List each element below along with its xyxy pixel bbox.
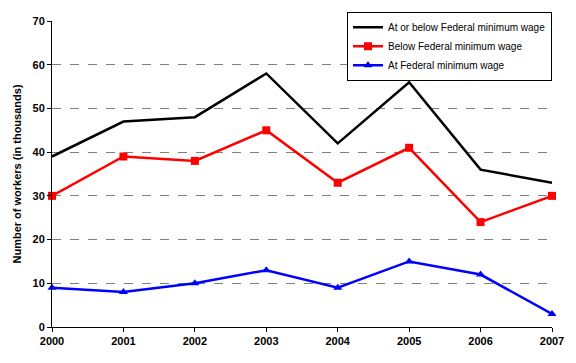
- svg-text:At Federal minimum wage: At Federal minimum wage: [388, 60, 505, 71]
- svg-text:2001: 2001: [111, 335, 135, 347]
- svg-text:2004: 2004: [325, 335, 350, 347]
- svg-text:50: 50: [33, 102, 45, 114]
- svg-text:At or below Federal minimum wa: At or below Federal minimum wage: [388, 22, 545, 33]
- svg-text:0: 0: [39, 321, 45, 333]
- svg-text:2000: 2000: [40, 335, 64, 347]
- svg-text:2003: 2003: [254, 335, 278, 347]
- svg-text:70: 70: [33, 15, 45, 27]
- svg-text:2002: 2002: [183, 335, 207, 347]
- svg-text:2005: 2005: [397, 335, 421, 347]
- svg-text:10: 10: [33, 277, 45, 289]
- svg-text:2007: 2007: [540, 335, 564, 347]
- svg-text:Number of workers (in thousand: Number of workers (in thousands): [11, 84, 23, 263]
- svg-text:30: 30: [33, 190, 45, 202]
- svg-text:Below Federal minimum wage: Below Federal minimum wage: [388, 41, 522, 52]
- svg-text:20: 20: [33, 233, 45, 245]
- svg-text:60: 60: [33, 59, 45, 71]
- svg-text:2006: 2006: [468, 335, 492, 347]
- svg-text:40: 40: [33, 146, 45, 158]
